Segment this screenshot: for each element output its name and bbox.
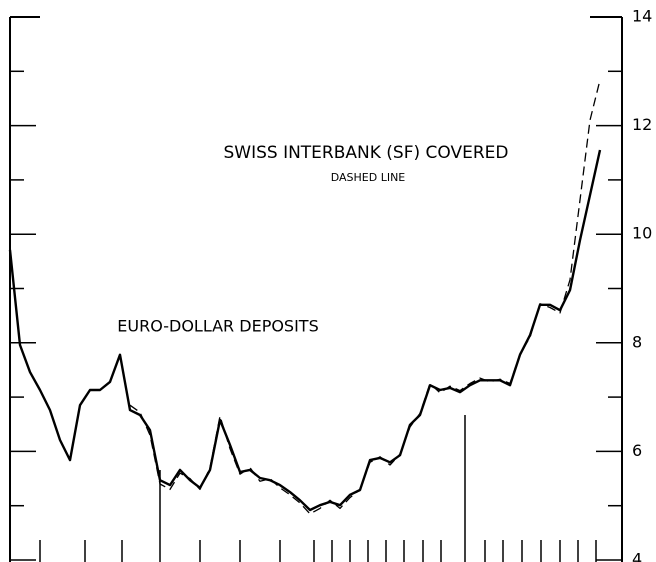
x-ticks (39, 415, 597, 562)
data-line (8, 149, 602, 512)
y-tick-label: 6 (632, 441, 642, 460)
y-tick-label: 12 (632, 115, 652, 134)
y-tick-label: 8 (632, 332, 642, 351)
annotation: DASHED LINE (331, 171, 406, 184)
y-tick-label: 10 (632, 224, 652, 243)
y-tick-label: 4 (632, 550, 642, 562)
annotation: EURO-DOLLAR DEPOSITS (117, 317, 318, 336)
data-line (129, 79, 601, 515)
annotation: SWISS INTERBANK (SF) COVERED (223, 143, 508, 163)
y-tick-label: 14 (632, 7, 652, 26)
